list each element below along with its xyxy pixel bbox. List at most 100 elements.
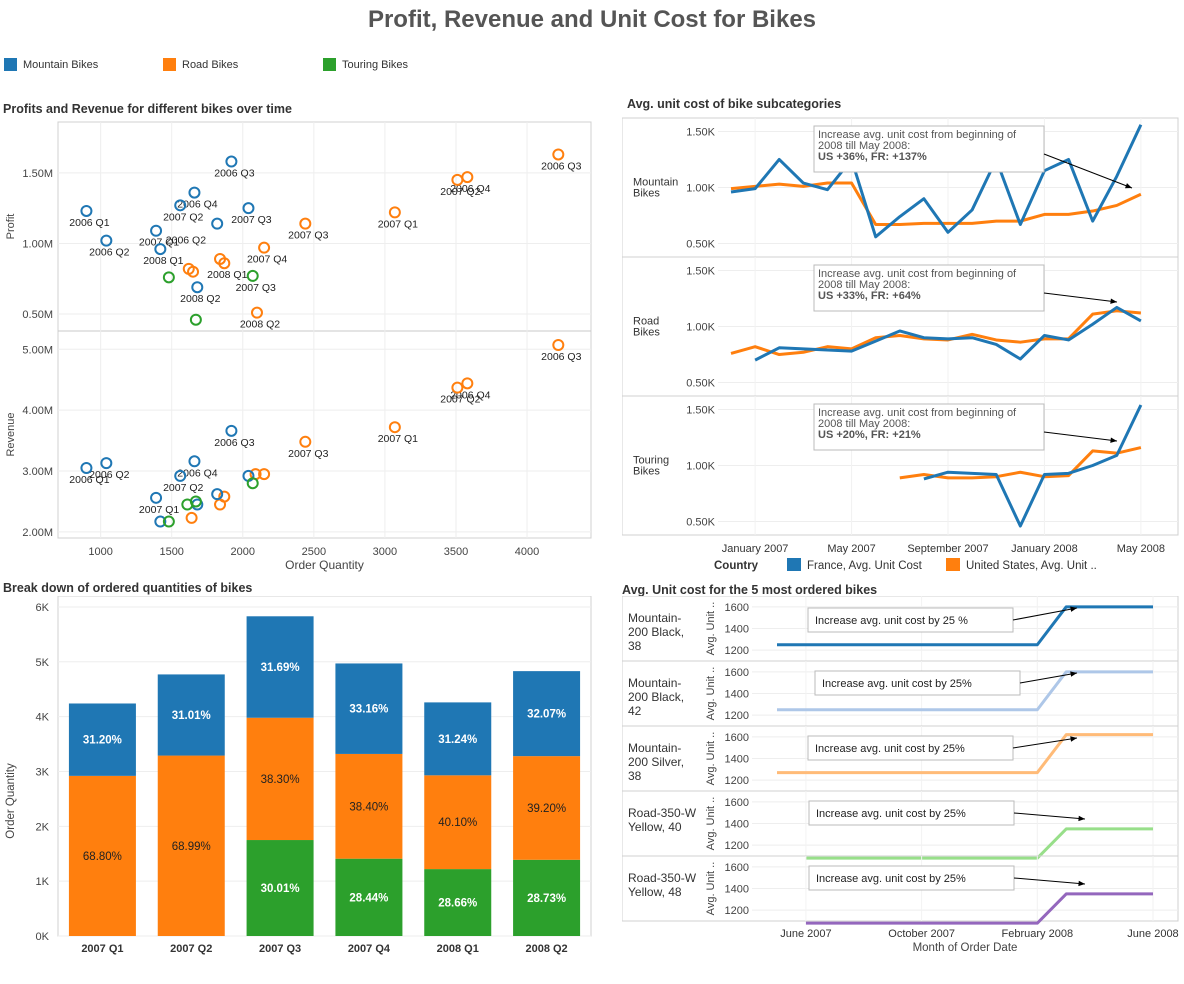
x-axis-label: Order Quantity — [285, 558, 364, 572]
row-label: 38 — [628, 769, 642, 783]
legend-item-road[interactable]: Road Bikes — [163, 58, 238, 71]
y-tick-label: 1400 — [725, 624, 749, 636]
y-tick-label: 0.50K — [686, 239, 715, 251]
ordered-quantity-bar-chart: 0K 1K 2K 3K 4K 5K 6K Order Quantity 68.80% 31.20%… — [5, 596, 592, 955]
row-label: Yellow, 48 — [628, 885, 682, 899]
bar-label: 40.10% — [438, 817, 477, 829]
annotation-arrowhead — [1110, 298, 1117, 304]
x-tick-label: 2008 Q2 — [525, 943, 567, 955]
annotation-arrowhead — [1078, 880, 1085, 887]
legend-item-touring[interactable]: Touring Bikes — [323, 58, 408, 71]
series-line — [923, 404, 1143, 528]
bar-segment — [424, 775, 492, 870]
y-tick-label: 1400 — [725, 884, 749, 896]
y-tick-label: 1.50K — [686, 265, 715, 277]
legend-item-mountain[interactable]: Mountain Bikes — [4, 58, 98, 71]
annotation-box — [813, 264, 1045, 312]
x-tick-label: February 2008 — [1002, 928, 1074, 940]
y-tick-label: 0.50K — [686, 517, 715, 529]
scatter-point — [150, 491, 163, 504]
annotation-text: US +36%, FR: +137% — [818, 151, 927, 163]
annotation-text: Increase avg. unit cost from beginning o… — [818, 129, 1017, 141]
y-tick-label: 1.50K — [686, 126, 715, 138]
bars-section-title: Break down of ordered quantities of bike… — [3, 581, 253, 595]
y-tick-label: 1600 — [725, 797, 749, 809]
annotation-arrow — [1043, 292, 1118, 303]
bar-segment — [68, 703, 136, 776]
x-tick-label: May 2008 — [1117, 543, 1165, 555]
annotation-text: 2008 till May 2008: — [818, 279, 910, 291]
y-tick-label: 1600 — [725, 732, 749, 744]
annotation-text: 2008 till May 2008: — [818, 140, 910, 152]
x-tick-label: 2000 — [231, 546, 255, 558]
series-line — [805, 892, 1153, 925]
annotation-arrow — [1012, 607, 1078, 621]
annotation-text: Increase avg. unit cost from beginning o… — [818, 407, 1017, 419]
point-label: 2006 Q3 — [214, 168, 254, 180]
y-tick-label: 3K — [36, 766, 50, 778]
series-line — [777, 605, 1153, 647]
bar-segment — [424, 869, 492, 936]
scatter-point — [188, 455, 201, 468]
y-tick-label: 1.00K — [686, 461, 715, 473]
y-tick-label: 6K — [36, 602, 50, 614]
x-tick-label: 4000 — [515, 546, 539, 558]
x-tick-label: January 2007 — [722, 543, 789, 555]
point-label: 2007 Q3 — [288, 230, 328, 242]
y-axis-label: Avg. Unit .. — [705, 667, 717, 721]
point-label: 2008 Q2 — [180, 293, 220, 305]
scatter-point — [187, 265, 200, 278]
legend-swatch — [163, 58, 176, 71]
annotation-text: US +33%, FR: +64% — [818, 290, 921, 302]
annotation-arrow — [1043, 431, 1118, 442]
scatter-point — [188, 186, 201, 199]
x-tick-label: 2500 — [302, 546, 326, 558]
x-tick-label: 2007 Q2 — [170, 943, 212, 955]
y-tick-label: 1.00K — [686, 183, 715, 195]
annotation-arrowhead — [1070, 736, 1077, 742]
row-label: Road-350-W — [628, 871, 697, 885]
legend-title: Country — [714, 560, 759, 572]
point-label: 2006 Q4 — [177, 467, 217, 479]
x-tick-label: June 2008 — [1127, 928, 1178, 940]
annotation-text: Increase avg. unit cost by 25% — [815, 743, 965, 755]
scatter-point — [225, 155, 238, 168]
point-label: 2007 Q1 — [139, 237, 179, 249]
bar-label: 31.01% — [172, 710, 211, 722]
annotation-arrow — [1013, 812, 1086, 820]
x-tick-label: January 2008 — [1011, 543, 1078, 555]
annotation-box — [808, 865, 1015, 891]
bar-segment — [513, 671, 581, 757]
series-line — [777, 670, 1153, 712]
scatter-point — [211, 488, 224, 501]
bar-label: 31.69% — [261, 662, 300, 674]
y-tick-label: 1.50K — [686, 404, 715, 416]
dashboard-title: Profit, Revenue and Unit Cost for Bikes — [367, 6, 817, 33]
scatter-point — [246, 477, 259, 490]
point-label: 2007 Q3 — [236, 282, 276, 294]
bar-label: 68.80% — [83, 851, 122, 863]
x-tick-label: 1500 — [159, 546, 183, 558]
row-label: Mountain — [633, 177, 678, 189]
y-axis-label: Order Quantity — [5, 763, 17, 839]
scatter-point — [181, 498, 194, 511]
bar-segment — [335, 858, 403, 936]
point-label: 2006 Q1 — [69, 474, 109, 486]
row-label: Bikes — [633, 327, 660, 339]
y-tick-label: 3.00M — [22, 466, 53, 478]
bar-label: 30.01% — [261, 883, 300, 895]
scatter-point — [552, 148, 565, 161]
point-label: 2007 Q2 — [440, 394, 480, 406]
annotation-box — [813, 125, 1045, 173]
scatter-point — [80, 461, 93, 474]
annotation-arrowhead — [1078, 815, 1085, 822]
point-label: 2007 Q1 — [378, 218, 418, 230]
point-label: 2006 Q4 — [177, 199, 217, 211]
legend-label: Touring Bikes — [342, 58, 409, 71]
bar-label: 32.07% — [527, 709, 566, 721]
y-tick-label: 1200 — [725, 710, 749, 722]
y-tick-label: 5.00M — [22, 344, 53, 356]
point-label: 2006 Q2 — [89, 469, 129, 481]
row-label: 200 Black, — [628, 690, 684, 704]
bar-segment — [157, 755, 225, 936]
